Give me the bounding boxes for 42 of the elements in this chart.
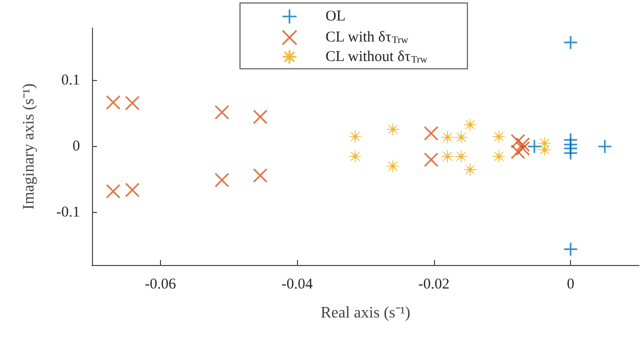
point <box>510 144 526 160</box>
point <box>527 139 542 154</box>
point <box>515 137 530 152</box>
point <box>106 184 120 199</box>
point <box>454 130 468 144</box>
point <box>440 150 454 164</box>
x-tick-label: 0 <box>566 276 574 292</box>
point <box>106 95 120 110</box>
point <box>252 168 268 183</box>
x-tick-label: -0.06 <box>144 276 176 292</box>
y-tick-label: -0.1 <box>56 204 80 220</box>
point <box>563 242 578 256</box>
point <box>252 110 268 124</box>
x-tick-label: -0.04 <box>282 276 314 292</box>
x-tick-label: -0.02 <box>418 276 450 292</box>
y-tick-label: 0.1 <box>61 72 80 89</box>
point <box>348 150 362 164</box>
point <box>125 182 140 198</box>
point <box>492 150 506 164</box>
point <box>463 162 477 176</box>
point <box>454 150 468 164</box>
point <box>598 139 612 154</box>
point <box>386 159 400 174</box>
point <box>538 142 552 157</box>
point <box>563 141 578 156</box>
point <box>348 130 362 144</box>
point <box>440 130 454 144</box>
point <box>510 134 526 149</box>
x-axis-title: Real axis (s⁻¹) <box>320 304 410 322</box>
point <box>463 118 477 132</box>
point <box>214 104 230 120</box>
y-tick-label: 0 <box>72 138 80 154</box>
point <box>386 122 400 136</box>
point <box>125 96 140 110</box>
point <box>424 152 438 167</box>
point <box>515 141 530 156</box>
y-axis-title: Imaginary axis (s⁻¹) <box>20 83 38 210</box>
legend-label: OL <box>326 8 346 24</box>
point <box>492 130 506 144</box>
point <box>424 126 438 141</box>
point <box>563 35 578 50</box>
point <box>214 172 230 188</box>
